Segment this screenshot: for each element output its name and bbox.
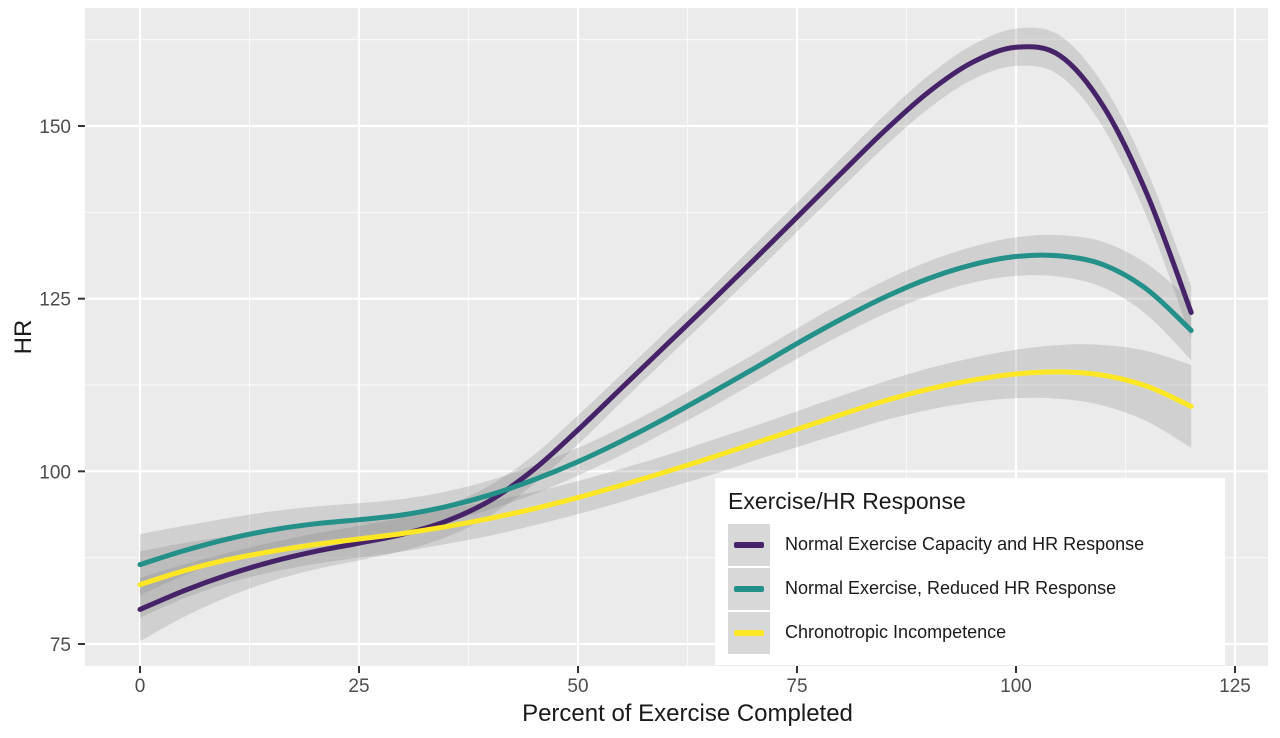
- legend-key-line-teal: [734, 585, 764, 592]
- series-line-0: [137, 44, 1194, 612]
- x-tick-label: 0: [135, 676, 146, 697]
- series-line-2: [137, 369, 1194, 588]
- x-tick-label: 75: [786, 676, 807, 697]
- confidence-band-series-2: [140, 344, 1192, 618]
- x-tick-label: 50: [567, 676, 588, 697]
- confidence-band-series-1: [140, 234, 1192, 595]
- legend-item-normal-capacity: Normal Exercise Capacity and HR Response: [728, 523, 1225, 566]
- legend-key-line-purple: [734, 541, 764, 548]
- legend-item-reduced-hr: Normal Exercise, Reduced HR Response: [728, 567, 1225, 610]
- legend-label: Normal Exercise, Reduced HR Response: [785, 578, 1117, 598]
- x-tick-label: 25: [348, 676, 369, 697]
- y-tick-label: 125: [39, 290, 71, 311]
- y-tick-label: 150: [39, 117, 71, 138]
- chart-legend: Exercise/HR Response Normal Exercise Cap…: [715, 478, 1225, 665]
- legend-item-chronotropic: Chronotropic Incompetence: [728, 611, 1225, 654]
- legend-key-swatch: [728, 567, 770, 610]
- x-axis-title: Percent of Exercise Completed: [522, 700, 853, 727]
- series-line-1: [137, 252, 1194, 568]
- x-tick-label: 100: [1000, 676, 1032, 697]
- legend-label: Normal Exercise Capacity and HR Response: [785, 534, 1145, 554]
- legend-key-swatch: [728, 523, 770, 566]
- confidence-band-series-0: [140, 27, 1192, 642]
- y-axis-title: HR: [10, 319, 37, 355]
- y-tick-label: 100: [39, 462, 71, 483]
- legend-title: Exercise/HR Response: [728, 488, 966, 514]
- x-tick-label: 125: [1219, 676, 1251, 697]
- legend-key-line-yellow: [734, 629, 764, 636]
- legend-key-swatch: [728, 611, 770, 654]
- legend-label: Chronotropic Incompetence: [785, 622, 1007, 642]
- y-tick-label: 75: [50, 635, 71, 656]
